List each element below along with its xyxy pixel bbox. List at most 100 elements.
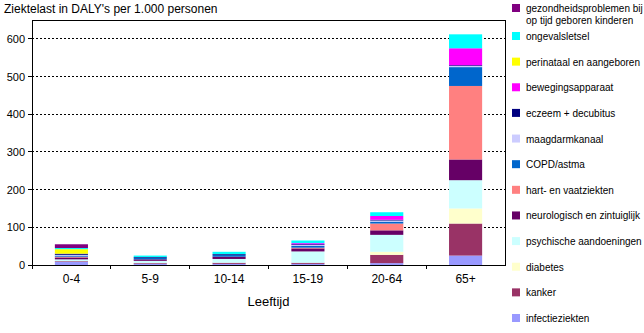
tick-mark [28, 265, 32, 266]
bar-segment [55, 256, 88, 258]
bar-segment [370, 255, 403, 263]
legend-label: psychische aandoeningen [526, 236, 642, 247]
bar-segment [134, 259, 167, 261]
category-tick [189, 265, 190, 269]
bar-segment [55, 249, 88, 254]
tick-mark [28, 76, 32, 77]
category-tick [268, 265, 269, 269]
bar-segment [449, 86, 482, 160]
legend-line: gezondheidsproblemen bij [526, 3, 643, 14]
bar-segment [449, 208, 482, 223]
page: {"chart_data": { "type": "bar", "stacked… [0, 0, 644, 333]
legend-label: hart- en vaatziekten [526, 185, 614, 196]
bar-segment [291, 263, 324, 264]
legend-line: COPD/astma [526, 159, 585, 170]
legend-swatch [512, 160, 520, 168]
bar-segment [370, 212, 403, 213]
bar-segment [134, 258, 167, 260]
bar-segment [449, 224, 482, 256]
legend-line: ongevalsletsel [526, 31, 589, 42]
legend-swatch [512, 83, 520, 91]
tick-label: 300 [7, 146, 25, 158]
legend-swatch [512, 4, 520, 12]
tick-label: 400 [7, 108, 25, 120]
bar-segment [291, 248, 324, 251]
bar-segment [55, 248, 88, 249]
category-tick [347, 265, 348, 269]
tick-mark [28, 114, 32, 115]
bar-segment [134, 256, 167, 258]
bar-segment [55, 254, 88, 256]
bar-segment [449, 34, 482, 35]
bar-segment [213, 254, 246, 255]
bar-segment [370, 252, 403, 255]
bar-segment [370, 224, 403, 231]
bar-segment [449, 180, 482, 208]
bar-segment [134, 255, 167, 256]
legend-label: bewegingsapparaat [526, 82, 614, 93]
legend-label: neurologisch en zintuiglijk [526, 210, 641, 221]
bar-segment [291, 245, 324, 247]
chart-title: Ziektelast in DALY's per 1.000 personen [4, 2, 218, 16]
legend-line: hart- en vaatziekten [526, 185, 614, 196]
bar-segment [370, 230, 403, 235]
tick-mark [28, 38, 32, 39]
bar-segment [213, 255, 246, 257]
bar-segment [213, 252, 246, 254]
category-tick [32, 265, 33, 269]
legend-label: gezondheidsproblemen bijop tijd geboren … [526, 3, 643, 26]
legend-line: bewegingsapparaat [526, 82, 614, 93]
bar-segment [55, 259, 88, 261]
bars [55, 34, 482, 265]
category-tick [426, 265, 427, 269]
category-label: 15-19 [293, 272, 324, 286]
bar-segment [370, 216, 403, 220]
grid-line [32, 114, 505, 115]
legend-swatch [512, 109, 520, 117]
legend-label: perinataal en aangeboren [526, 57, 640, 68]
plot-frame [32, 20, 505, 265]
bar-segment [134, 261, 167, 263]
tick-label: 200 [7, 184, 25, 196]
bar-segment [370, 212, 403, 216]
legend-label: maagdarmkanaal [526, 134, 603, 145]
bar-segment [291, 251, 324, 262]
bar-segment [449, 66, 482, 67]
legend-swatch [512, 186, 520, 194]
legend-line: op tijd geboren kinderen [526, 15, 633, 26]
legend-line: neurologisch en zintuiglijk [526, 210, 641, 221]
category-label: 0-4 [63, 272, 81, 286]
legend-line: maagdarmkanaal [526, 134, 603, 145]
legend-label: eczeem + decubitus [526, 108, 615, 119]
category-label: 5-9 [142, 272, 160, 286]
bar-segment [55, 244, 88, 248]
legend-swatch [512, 288, 520, 296]
bar-segment [449, 34, 482, 48]
bar-segment [213, 251, 246, 252]
tick-label: 600 [7, 33, 25, 45]
legend-swatch [512, 237, 520, 245]
tick-mark [28, 151, 32, 152]
bar-segment [449, 48, 482, 65]
tick-label: 0 [19, 259, 25, 271]
grid-line [32, 76, 505, 77]
bar-segment [449, 67, 482, 86]
bar-segment [291, 241, 324, 244]
bar-segment [291, 246, 324, 248]
tick-label: 500 [7, 71, 25, 83]
bar-segment [291, 244, 324, 246]
bar-segment [449, 256, 482, 265]
bar-segment [55, 256, 88, 257]
legend-label: infectieziekten [526, 313, 589, 324]
bar-segment [291, 240, 324, 241]
bar-segment [213, 257, 246, 259]
bar-segment [213, 259, 246, 263]
legend-line: kanker [526, 287, 557, 298]
bar-segment [291, 243, 324, 244]
legend-swatch [512, 58, 520, 66]
chart: 01002003004005006000-45-910-1415-1920-64… [0, 0, 644, 333]
grid-line [32, 38, 505, 39]
legend-label: kanker [526, 287, 557, 298]
legend-swatch [512, 32, 520, 40]
bar-segment [134, 257, 167, 258]
